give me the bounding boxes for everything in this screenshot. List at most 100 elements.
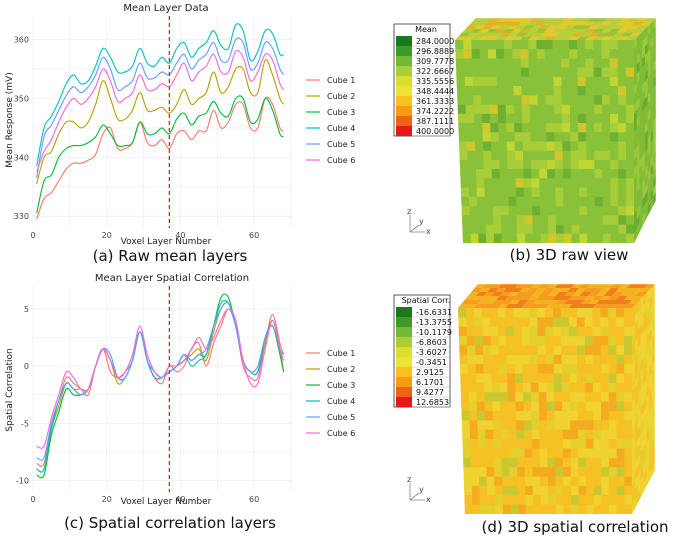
corr3d-texture-cell	[592, 364, 601, 374]
corr3d-texture-cell	[460, 392, 469, 402]
corr3d-texture-cell	[469, 429, 478, 440]
corr3d-texture-cell	[632, 379, 635, 393]
corr3d-texture-cell	[593, 485, 602, 496]
raw3d-texture-cell	[506, 132, 515, 142]
corr3d-texture-cell	[652, 427, 655, 442]
raw3d-texture-cell	[602, 187, 611, 197]
corr3d-texture-cell	[490, 284, 503, 288]
raw3d-texture-cell	[463, 58, 473, 68]
raw3d-texture-cell	[587, 233, 596, 243]
corr3d-texture-cell	[560, 296, 572, 300]
raw3d-texture-cell	[471, 49, 481, 59]
raw3d-texture-cell	[577, 40, 586, 50]
raw3d-texture-cell	[579, 25, 592, 29]
corr3d-texture-cell	[570, 420, 578, 430]
raw3d-texture-cell	[499, 159, 508, 170]
corr3d-texture-cell	[646, 342, 650, 355]
raw3d-texture-cell	[537, 86, 546, 96]
corr3d-texture-cell	[548, 495, 556, 505]
corr3d-texture-cell	[632, 490, 635, 505]
raw3d-texture-cell	[512, 67, 522, 77]
raw3d-texture-cell	[483, 150, 492, 160]
corr3d-colorbar-value: -16.6331	[416, 308, 452, 317]
raw3d-texture-cell	[554, 141, 563, 151]
corr3d-texture-cell	[608, 354, 617, 365]
corr3d-texture-cell	[643, 310, 647, 323]
corr3d-texture-cell	[634, 457, 638, 472]
raw3d-texture-cell	[625, 113, 634, 124]
corr3d-texture-cell	[634, 393, 638, 407]
raw3d-texture-cell	[634, 82, 637, 96]
corr3d-texture-cell	[593, 495, 602, 505]
corr3d-texture-cell	[593, 429, 602, 440]
raw3d-texture-cell	[561, 76, 570, 87]
corr3d-texture-cell	[624, 485, 632, 496]
raw3d-texture-cell	[505, 113, 515, 124]
raw3d-texture-cell	[473, 25, 486, 29]
corr3d-texture-cell	[458, 336, 468, 346]
corr3d-texture-cell	[517, 467, 525, 477]
corr3d-texture-cell	[499, 382, 508, 393]
corr3d-texture-cell	[493, 300, 505, 304]
corr3d-texture-cell	[531, 401, 539, 411]
corr3d-texture-cell	[592, 354, 601, 365]
raw3d-texture-cell	[594, 224, 603, 234]
corr-series-5	[36, 301, 285, 461]
corr3d-texture-cell	[577, 411, 586, 421]
corr3d-texture-cell	[577, 429, 586, 440]
raw3d-texture-cell	[524, 215, 533, 225]
raw3d-texture-cell	[650, 155, 654, 169]
corr3d-texture-cell	[631, 288, 644, 292]
raw3d-texture-cell	[469, 206, 478, 216]
raw3d-texture-cell	[530, 132, 539, 142]
corr3d-texture-cell	[532, 495, 541, 505]
raw3d-texture-cell	[650, 196, 654, 211]
raw3d-texture-cell	[610, 206, 619, 216]
raw3d-texture-cell	[477, 21, 489, 26]
corr3d-texture-cell	[498, 284, 511, 288]
raw3d-texture-cell	[594, 206, 603, 216]
raw3d-texture-cell	[636, 97, 640, 111]
raw3d-colorbar-swatch	[396, 86, 412, 96]
raw3d-texture-cell	[583, 21, 596, 26]
raw3d-texture-cell	[642, 72, 645, 85]
raw3d-texture-cell	[639, 200, 643, 215]
corr3d-texture-cell	[624, 420, 632, 430]
corr3d-texture-cell	[652, 309, 655, 322]
corr3d-texture-cell	[632, 332, 635, 346]
raw3d-texture-cell	[562, 18, 575, 22]
raw3d-texture-cell	[501, 21, 514, 26]
corr3d-texture-cell	[649, 295, 653, 308]
raw3d-texture-cell	[618, 123, 627, 133]
raw3d-texture-cell	[636, 142, 640, 156]
corr3d-texture-cell	[592, 326, 601, 337]
raw3d-texture-cell	[540, 215, 549, 225]
corr3d-texture-cell	[515, 292, 528, 296]
corr-3d-axis-x: x	[426, 495, 431, 504]
raw-3d-axis-x: x	[426, 227, 431, 236]
raw3d-texture-cell	[553, 76, 562, 87]
corr3d-texture-cell	[523, 429, 532, 440]
corr3d-texture-cell	[639, 288, 652, 292]
corr3d-texture-cell	[637, 461, 641, 476]
raw3d-texture-cell	[594, 159, 603, 170]
raw3d-texture-cell	[491, 150, 500, 160]
raw3d-texture-cell	[498, 132, 507, 142]
corr3d-texture-cell	[563, 495, 572, 505]
corr3d-texture-cell	[517, 476, 526, 486]
raw3d-texture-cell	[536, 36, 549, 40]
raw3d-texture-cell	[577, 49, 586, 59]
raw3d-texture-cell	[603, 18, 616, 22]
corr3d-texture-cell	[632, 425, 635, 440]
raw3d-texture-cell	[593, 95, 602, 105]
corr3d-texture-cell	[552, 308, 561, 318]
raw3d-texture-cell	[593, 86, 602, 96]
corr3d-texture-cell	[646, 472, 650, 487]
corr3d-texture-cell	[585, 448, 594, 458]
corr3d-texture-cell	[462, 448, 471, 458]
raw3d-texture-cell	[642, 46, 645, 59]
raw3d-texture-cell	[492, 206, 502, 216]
raw3d-texture-cell	[634, 164, 637, 179]
raw3d-texture-cell	[561, 95, 570, 105]
